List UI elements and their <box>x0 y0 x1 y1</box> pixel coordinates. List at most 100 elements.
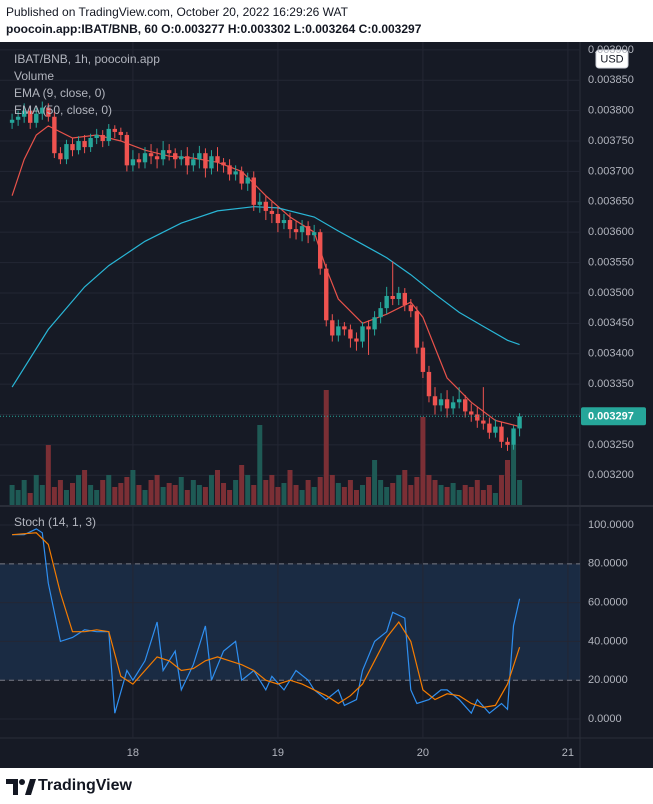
volume-bar <box>281 483 287 505</box>
candle-body <box>46 107 51 117</box>
volume-bar <box>251 485 257 505</box>
volume-bar <box>450 483 456 505</box>
ema50-legend: EMA (50, close, 0) <box>14 103 112 117</box>
volume-bar <box>118 483 124 505</box>
ema9-legend: EMA (9, close, 0) <box>14 86 105 100</box>
volume-bar <box>196 485 202 505</box>
candle-body <box>34 113 39 123</box>
candle-body <box>263 201 269 211</box>
y-tick-label: 100.0000 <box>588 519 634 531</box>
volume-bar <box>468 487 474 505</box>
candle-body <box>227 165 232 175</box>
candle-body <box>463 399 468 412</box>
candle-body <box>76 141 81 151</box>
volume-bar <box>402 470 408 505</box>
candle-body <box>372 317 377 330</box>
y-tick-label: 0.003700 <box>588 165 634 177</box>
candle-body <box>499 426 504 442</box>
candle-body <box>444 399 450 409</box>
candle-body <box>82 141 87 148</box>
candle-body <box>408 305 414 312</box>
candle-body <box>70 144 75 151</box>
volume-bar <box>245 475 251 505</box>
candle-body <box>58 153 63 160</box>
volume-bar <box>27 493 33 505</box>
volume-bar <box>360 485 365 505</box>
y-tick-label: 0.003900 <box>588 44 634 56</box>
candle-body <box>390 295 395 300</box>
logo-icon <box>6 779 36 795</box>
volume-bar <box>76 475 82 505</box>
y-tick-label: 0.003800 <box>588 105 634 117</box>
candle-body <box>275 213 281 224</box>
volume-bar <box>390 483 396 505</box>
candle-body <box>94 134 99 139</box>
volume-bar <box>63 490 69 505</box>
volume-bar <box>208 475 214 505</box>
volume-bar <box>414 477 420 505</box>
x-tick-label: 21 <box>562 747 574 759</box>
x-tick-label: 20 <box>417 747 429 759</box>
volume-bar <box>190 480 196 505</box>
candle-body <box>9 119 15 123</box>
volume-bar <box>305 480 311 505</box>
candle-body <box>414 311 420 348</box>
candle-body <box>233 171 238 175</box>
volume-bar <box>287 470 293 505</box>
currency-button[interactable] <box>595 49 629 69</box>
candle-body <box>311 232 317 236</box>
symbol-line: poocoin.app:IBAT/BNB, 60 O:0.003277 H:0.… <box>6 22 421 36</box>
candle-body <box>438 399 444 406</box>
candle-body <box>505 441 510 445</box>
published-line: Published on TradingView.com, October 20… <box>6 5 348 19</box>
volume-bar <box>317 477 323 505</box>
volume-bar <box>511 445 517 505</box>
currency-label[interactable]: USD <box>600 53 623 65</box>
candle-body <box>475 414 480 421</box>
volume-bar <box>178 477 184 505</box>
candle-body <box>106 128 111 142</box>
candle-body <box>88 138 93 148</box>
ohlc-high: H:0.003302 <box>227 22 291 36</box>
volume-bar <box>154 475 160 505</box>
volume-bar <box>15 490 21 505</box>
volume-bar <box>299 490 305 505</box>
volume-bar <box>505 460 510 505</box>
candle-body <box>342 326 347 330</box>
volume-bar <box>215 470 220 505</box>
candle-body <box>148 153 154 157</box>
ohlc-close: C:0.003297 <box>358 22 422 36</box>
header: Published on TradingView.com, October 20… <box>0 0 653 42</box>
y-tick-label: 0.003200 <box>588 469 634 481</box>
candle-body <box>426 371 432 397</box>
volume-legend: Volume <box>14 69 54 83</box>
candle-body <box>215 156 220 163</box>
x-tick-label: 19 <box>272 747 284 759</box>
y-tick-label: 0.0000 <box>588 713 622 725</box>
candle-body <box>305 226 311 236</box>
candle-body <box>517 416 522 429</box>
candle-body <box>450 402 456 409</box>
y-tick-label: 0.003350 <box>588 378 634 390</box>
volume-bar <box>517 480 523 505</box>
candle-body <box>287 220 293 230</box>
volume-bar <box>221 483 227 505</box>
price-pane-title: IBAT/BNB, 1h, poocoin.app <box>14 52 160 66</box>
candle-body <box>173 153 178 160</box>
candle-body <box>100 134 105 142</box>
candle-body <box>185 156 190 166</box>
volume-bar <box>263 480 269 505</box>
last-price-tag <box>581 407 646 426</box>
volume-bar <box>293 485 299 505</box>
candle-body <box>318 232 323 269</box>
candle-body <box>348 329 353 339</box>
y-tick-label: 0.003850 <box>588 74 634 86</box>
volume-bar <box>227 490 233 505</box>
symbol: poocoin.app:IBAT/BNB, 60 <box>6 22 158 36</box>
volume-bar <box>202 487 208 505</box>
candle-body <box>124 134 130 166</box>
grid <box>0 42 580 738</box>
candle-body <box>179 156 184 160</box>
volume-bar <box>384 487 390 505</box>
ema-line <box>11 125 520 428</box>
